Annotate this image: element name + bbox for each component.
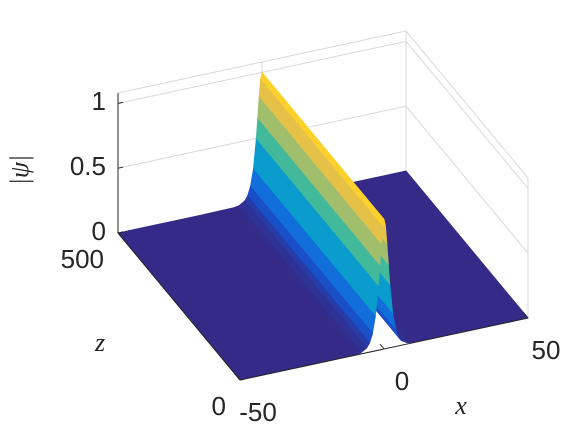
x-tick-label: -50 <box>239 397 277 427</box>
surface <box>117 71 529 381</box>
z-tick-label: 500 <box>61 244 104 274</box>
tick-mark <box>117 231 124 234</box>
value-tick-label: 1 <box>92 86 106 116</box>
x-axis-label: x <box>454 391 467 420</box>
z-tick-label: 0 <box>212 391 226 421</box>
tick-mark <box>117 166 124 169</box>
x-tick-label: 0 <box>395 366 409 396</box>
axis-line <box>117 232 241 381</box>
value-tick-label: 0.5 <box>70 151 106 181</box>
box-edge <box>405 30 529 179</box>
tick-mark <box>379 343 385 350</box>
value-tick-label: 0 <box>92 216 106 246</box>
tick-mark <box>235 374 241 381</box>
tick-mark <box>239 378 246 381</box>
grid-line <box>405 41 529 189</box>
value-axis-label: |ψ| <box>5 155 34 185</box>
grid-line <box>405 105 529 254</box>
z-axis-label: z <box>94 328 105 357</box>
tick-mark <box>523 312 529 319</box>
tick-mark <box>117 101 124 104</box>
x-tick-label: 50 <box>532 335 561 365</box>
